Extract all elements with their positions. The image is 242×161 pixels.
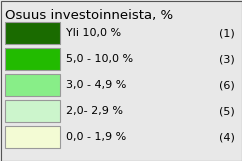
Text: (3): (3) xyxy=(219,54,235,64)
Bar xyxy=(5,22,60,44)
Text: (6): (6) xyxy=(219,80,235,90)
Bar xyxy=(5,126,60,148)
Text: 0,0 - 1,9 %: 0,0 - 1,9 % xyxy=(66,132,126,142)
Text: (4): (4) xyxy=(219,132,235,142)
Text: (5): (5) xyxy=(219,106,235,116)
Text: (1): (1) xyxy=(219,28,235,38)
Bar xyxy=(5,74,60,96)
Bar xyxy=(5,100,60,122)
Text: Yli 10,0 %: Yli 10,0 % xyxy=(66,28,121,38)
Text: Osuus investoinneista, %: Osuus investoinneista, % xyxy=(5,9,173,22)
Text: 5,0 - 10,0 %: 5,0 - 10,0 % xyxy=(66,54,133,64)
Text: 3,0 - 4,9 %: 3,0 - 4,9 % xyxy=(66,80,126,90)
Text: 2,0- 2,9 %: 2,0- 2,9 % xyxy=(66,106,123,116)
Bar xyxy=(5,48,60,70)
